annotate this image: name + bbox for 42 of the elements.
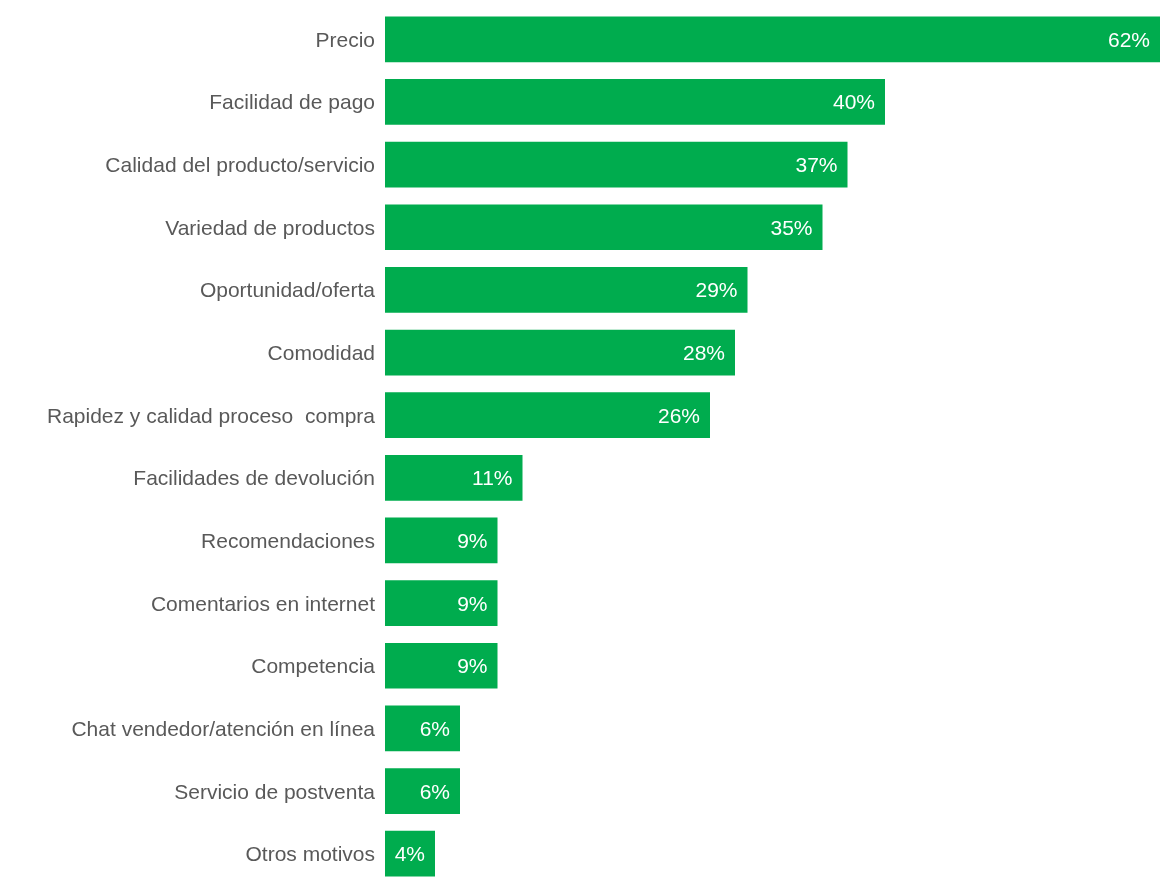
bar	[385, 768, 460, 814]
bar	[385, 705, 460, 752]
y-tick-label: Precio	[315, 27, 375, 51]
data-label: 6%	[419, 716, 450, 740]
bar	[385, 642, 498, 689]
y-tick-label: Recomendaciones	[201, 528, 375, 552]
y-tick-label: Variedad de productos	[165, 215, 375, 239]
y-tick-label: Rapidez y calidad proceso compra	[46, 403, 376, 427]
y-tick-label: Otros motivos	[245, 842, 375, 866]
data-label: 40%	[832, 90, 875, 114]
bar	[385, 141, 848, 188]
y-tick-label: Competencia	[251, 654, 376, 678]
data-label: 35%	[770, 215, 813, 239]
y-tick-label: Comentarios en internet	[150, 591, 376, 615]
bar	[385, 392, 710, 439]
bar	[385, 830, 435, 877]
data-label: 4%	[394, 842, 425, 866]
data-label: 29%	[695, 278, 738, 302]
data-label: 6%	[419, 779, 450, 803]
data-label: 9%	[457, 654, 488, 678]
y-tick-label: Facilidades de devolución	[133, 466, 375, 490]
y-tick-label: Oportunidad/oferta	[199, 278, 376, 302]
data-label: 28%	[682, 341, 725, 365]
y-tick-label: Chat vendedor/atención en línea	[71, 716, 376, 740]
bar	[385, 79, 885, 125]
data-label: 9%	[457, 528, 488, 552]
data-label: 26%	[657, 403, 700, 427]
bar	[385, 329, 735, 376]
bar	[385, 454, 523, 501]
bar	[385, 517, 498, 564]
bar	[385, 204, 823, 251]
data-label: 62%	[1107, 27, 1150, 51]
bar	[385, 267, 748, 313]
y-tick-label: Calidad del producto/servicio	[105, 153, 375, 177]
y-tick-label: Facilidad de pago	[209, 90, 375, 114]
y-tick-label: Comodidad	[267, 341, 375, 365]
bar	[385, 580, 498, 626]
bar	[385, 16, 1160, 63]
data-label: 37%	[795, 153, 838, 177]
y-tick-label: Servicio de postventa	[174, 779, 376, 803]
data-label: 9%	[457, 591, 488, 615]
data-label: 11%	[472, 466, 513, 490]
